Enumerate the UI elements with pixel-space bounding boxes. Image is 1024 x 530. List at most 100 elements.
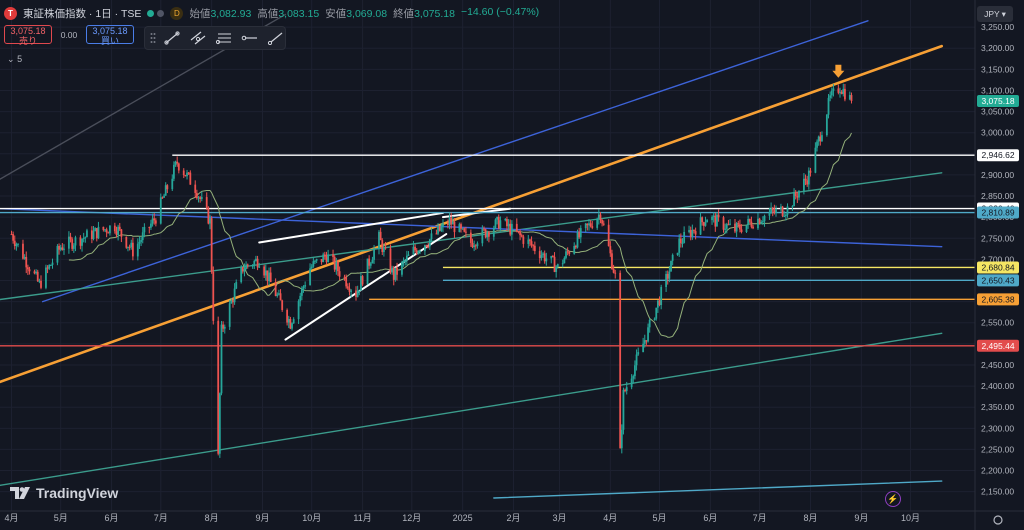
- candle-body: [161, 197, 164, 199]
- candle-body: [117, 226, 120, 235]
- ray-tool-icon[interactable]: [265, 29, 285, 47]
- y-tick-label: 2,700.00: [981, 254, 1014, 264]
- candle-body: [803, 178, 805, 191]
- candle-body: [624, 389, 626, 391]
- candle-body: [509, 223, 512, 235]
- candle-body: [26, 267, 29, 270]
- candle-body: [220, 324, 223, 394]
- candle-body: [499, 220, 502, 229]
- candle-body: [212, 271, 215, 321]
- candle-body: [688, 230, 690, 232]
- candle-body: [61, 247, 64, 250]
- candle-body: [286, 309, 289, 323]
- candle-body: [323, 254, 326, 257]
- candle-body: [458, 224, 461, 233]
- y-tick-label: 2,200.00: [981, 466, 1014, 476]
- candle-body: [620, 429, 623, 449]
- market-status-dot: [147, 9, 155, 17]
- candle-body: [264, 270, 267, 276]
- candle-body: [33, 271, 36, 274]
- candle-body: [163, 195, 165, 198]
- candle-body: [676, 252, 679, 255]
- x-tick-label: 4月: [4, 513, 18, 523]
- y-tick-label: 2,300.00: [981, 423, 1014, 433]
- candle-body: [507, 223, 510, 227]
- candle-body: [74, 237, 77, 246]
- trendline: [41, 20, 869, 303]
- y-tick-label: 2,850.00: [981, 191, 1014, 201]
- candle-body: [136, 243, 139, 257]
- candle-body: [689, 230, 692, 238]
- candle-body: [474, 245, 477, 247]
- candle-body: [92, 231, 95, 240]
- candle-body: [304, 285, 307, 287]
- candle-body: [529, 239, 531, 242]
- candle-body: [848, 95, 851, 100]
- y-tick-label: 3,050.00: [981, 107, 1014, 117]
- candle-body: [809, 170, 812, 173]
- last-price-box: [977, 94, 1019, 107]
- chart-title[interactable]: 東証株価指数 · 1日 · TSE: [23, 7, 142, 20]
- candle-body: [378, 231, 380, 250]
- trade-panel: 3,075.18 売り 0.00 3,075.18 買い: [4, 25, 134, 45]
- candle-body: [460, 224, 462, 229]
- candle-body: [465, 231, 467, 233]
- buy-button[interactable]: 3,075.18 買い: [86, 25, 134, 45]
- indicators-toggle[interactable]: ⌄ 5: [7, 54, 23, 64]
- candle-body: [36, 271, 39, 282]
- trendline-tool-icon[interactable]: [163, 29, 183, 47]
- candle-body: [748, 218, 751, 222]
- candle-body: [473, 245, 476, 248]
- candle-body: [269, 272, 272, 283]
- currency-selector[interactable]: JPY ▾: [977, 6, 1013, 22]
- candle-body: [217, 320, 220, 454]
- candle-body: [199, 197, 202, 199]
- candle-body: [194, 184, 197, 193]
- candle-body: [251, 265, 254, 267]
- candle-body: [150, 223, 152, 228]
- candle-body: [361, 276, 364, 285]
- status-dots: [147, 9, 165, 17]
- candle-body: [807, 170, 810, 185]
- candle-body: [28, 269, 31, 272]
- candle-body: [648, 319, 651, 328]
- drag-handle-icon[interactable]: [149, 31, 157, 45]
- candle-body: [602, 223, 605, 225]
- ohlc-values: 始値3,082.93 高値3,083.15 安値3,069.08 終値3,075…: [189, 5, 540, 20]
- candle-body: [291, 323, 293, 329]
- dividend-badge[interactable]: D: [170, 6, 184, 20]
- candle-body: [381, 240, 384, 253]
- candle-body: [348, 288, 351, 292]
- candle-body: [332, 254, 334, 257]
- candle-body: [38, 280, 41, 282]
- candle-body: [233, 288, 236, 303]
- candle-body: [235, 282, 238, 289]
- candle-body: [176, 161, 179, 164]
- fib-retracement-tool-icon[interactable]: [214, 29, 234, 47]
- candle-body: [346, 286, 349, 289]
- y-tick-label: 3,250.00: [981, 22, 1014, 32]
- sell-button[interactable]: 3,075.18 売り: [4, 25, 52, 45]
- candle-body: [371, 259, 374, 264]
- candle-body: [276, 294, 279, 296]
- lightning-icon[interactable]: ⚡: [885, 491, 901, 507]
- candle-body: [23, 257, 26, 259]
- candle-body: [469, 232, 472, 243]
- candle-body: [492, 228, 495, 237]
- price-label: 2,810.89: [981, 208, 1014, 218]
- candle-body: [333, 256, 336, 270]
- candle-body: [312, 261, 315, 267]
- parallel-channel-tool-icon[interactable]: [188, 29, 208, 47]
- horizontal-ray-tool-icon[interactable]: [240, 29, 260, 47]
- candle-body: [90, 230, 93, 240]
- last-price-label: 3,075.18: [981, 96, 1014, 106]
- trendline: [0, 208, 943, 248]
- candle-body: [712, 215, 715, 217]
- candle-body: [645, 340, 648, 342]
- candle-body: [481, 228, 484, 244]
- candle-body: [10, 234, 13, 236]
- candle-body: [540, 255, 543, 259]
- candle-body: [643, 340, 646, 344]
- candle-body: [515, 223, 518, 232]
